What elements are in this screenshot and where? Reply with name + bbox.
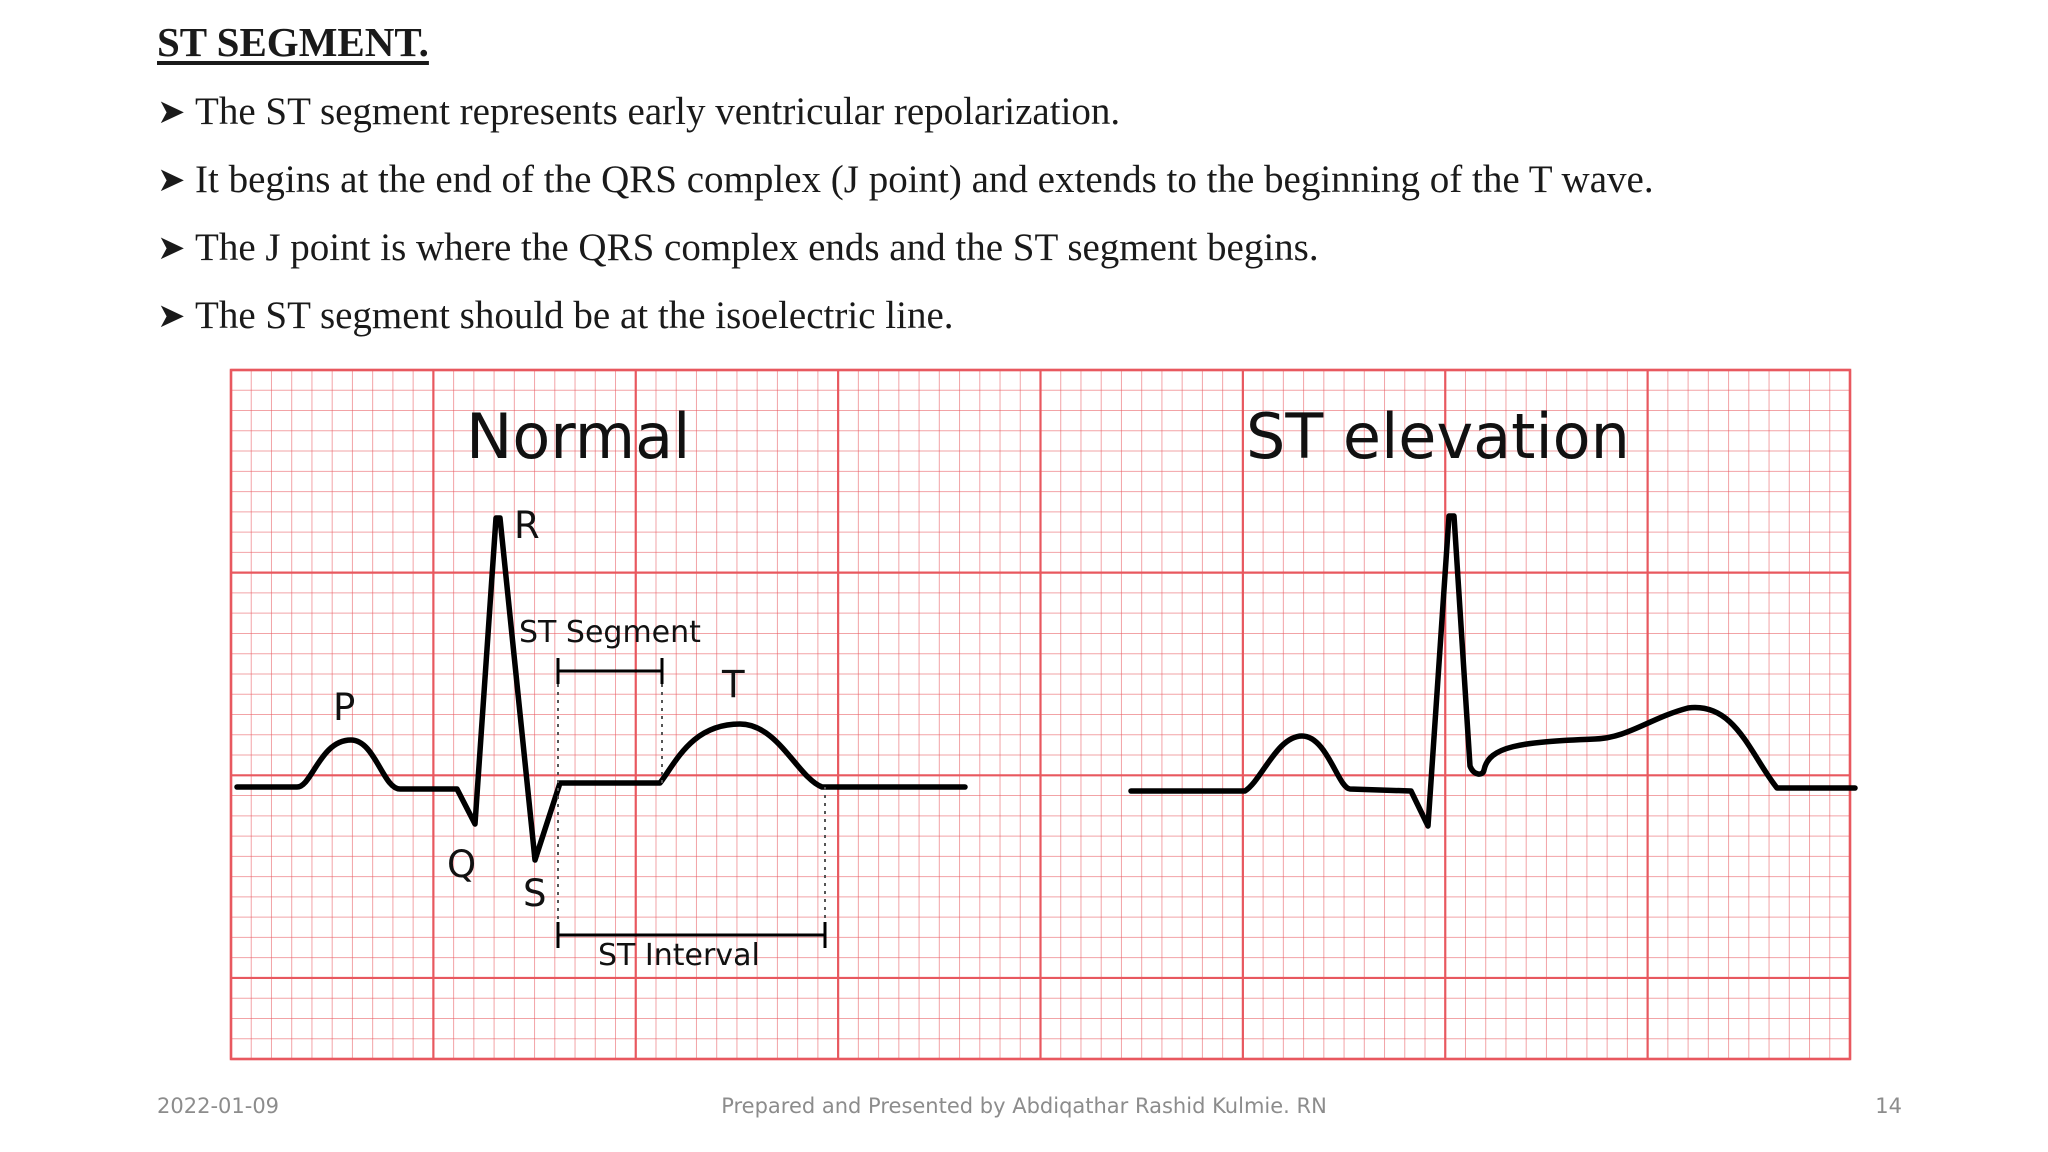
st-segment-bracket (556, 658, 664, 684)
arrowhead-bullet-icon: ➤ (157, 160, 186, 200)
bullet-text: The J point is where the QRS complex end… (195, 226, 1319, 269)
panel-title-normal: Normal (466, 400, 690, 473)
footer-credit: Prepared and Presented by Abdiqathar Ras… (721, 1094, 1327, 1118)
arrowhead-bullet-icon: ➤ (157, 92, 186, 132)
label-t-wave: T (721, 663, 745, 706)
label-st-interval: ST Interval (598, 938, 760, 973)
bullet-text: The ST segment should be at the isoelect… (195, 294, 954, 337)
label-q-wave: Q (447, 843, 476, 886)
bullet-text: It begins at the end of the QRS complex … (195, 158, 1654, 201)
slide-title: ST SEGMENT. (157, 19, 429, 65)
panel-title-st-elevation: ST elevation (1246, 400, 1630, 473)
arrowhead-bullet-icon: ➤ (157, 296, 186, 336)
bullet-text: The ST segment represents early ventricu… (195, 90, 1121, 133)
guide-dotted-lines (557, 684, 826, 922)
page-number: 14 (1875, 1094, 1902, 1118)
label-r-wave: R (514, 504, 540, 547)
ecg-trace-normal (234, 515, 968, 863)
ecg-grid-paper (229, 368, 1852, 1061)
ecg-trace-st-elevation (1128, 513, 1858, 829)
label-st-segment: ST Segment (519, 615, 701, 650)
bullet-item: ➤ The ST segment should be at the isoelec… (157, 282, 1654, 350)
label-s-wave: S (523, 872, 547, 915)
label-p-wave: P (333, 686, 355, 729)
bullet-item: ➤ It begins at the end of the QRS complex… (157, 146, 1654, 214)
bullet-item: ➤ The J point is where the QRS complex en… (157, 214, 1654, 282)
grid-border (229, 368, 1852, 1061)
footer-date: 2022-01-09 (157, 1094, 280, 1118)
bullet-item: ➤ The ST segment represents early ventric… (157, 78, 1654, 146)
st-interval-bracket (556, 922, 827, 948)
bullet-list: ➤ The ST segment represents early ventric… (157, 78, 1654, 350)
arrowhead-bullet-icon: ➤ (157, 228, 186, 268)
